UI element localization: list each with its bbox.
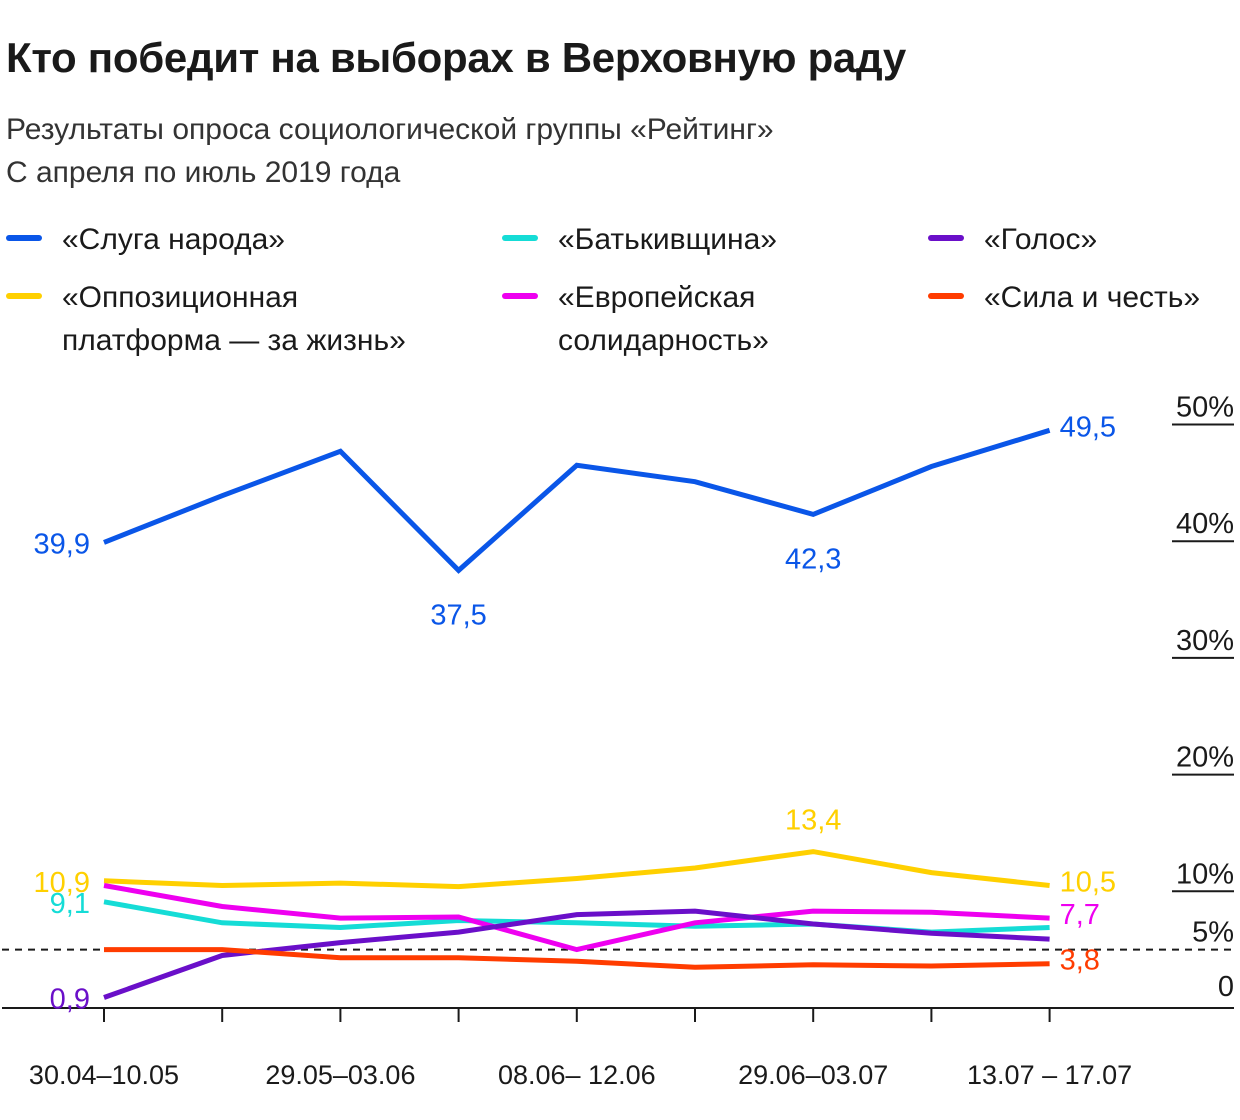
y-tick-label: 0 [1218, 971, 1234, 1003]
data-label: 0,9 [50, 983, 90, 1015]
data-label: 37,5 [430, 599, 486, 631]
subtitle-period: С апреля по июль 2019 года [6, 156, 401, 189]
legend-swatch-opzzh [6, 293, 42, 299]
y-tick-label: 5% [1192, 917, 1234, 949]
legend-item-opzzh: «Оппозиционная платформа — за жизнь» [6, 276, 406, 362]
legend-swatch-es [502, 293, 538, 299]
data-label: 49,5 [1060, 411, 1116, 443]
legend-label-sluga-naroda: «Слуга народа» [62, 223, 285, 256]
legend-label-golos: «Голос» [984, 223, 1098, 256]
y-tick-label: 30% [1176, 625, 1234, 657]
legend-item-sila-i-chest: «Сила и честь» [928, 276, 1200, 319]
subtitle-source: Результаты опроса социологической группы… [6, 113, 774, 146]
y-tick-label: 20% [1176, 742, 1234, 774]
legend-label-es: «Европейская солидарность» [558, 281, 769, 357]
series-line-0 [103, 427, 1051, 574]
series-line-3 [103, 883, 1050, 953]
legend-item-es: «Европейская солидарность» [502, 276, 769, 362]
y-tick-label: 40% [1176, 508, 1234, 540]
legend-label-opzzh: «Оппозиционная платформа — за жизнь» [62, 281, 406, 357]
x-tick-label: 08.06– 12.06 [498, 1060, 656, 1090]
chart-title: Кто победит на выборах в Верховную раду [6, 34, 906, 81]
series-line-1 [103, 849, 1050, 890]
x-tick-label: 13.07 – 17.07 [967, 1060, 1132, 1090]
data-label: 13,4 [785, 805, 841, 837]
series-line-5 [104, 947, 1050, 970]
legend-item-sluga-naroda: «Слуга народа» [6, 218, 285, 261]
x-tick-label: 30.04–10.05 [29, 1060, 179, 1090]
x-tick-label: 29.06–03.07 [738, 1060, 888, 1090]
y-tick-label: 50% [1176, 392, 1234, 424]
legend-label-sila-i-chest: «Сила и честь» [984, 281, 1201, 314]
legend-item-batkivshchina: «Батькивщина» [502, 218, 777, 261]
chart-subtitle: Результаты опроса социологической группы… [6, 108, 774, 194]
data-label: 42,3 [785, 543, 841, 575]
data-label: 39,9 [34, 528, 90, 560]
data-label: 7,7 [1060, 899, 1100, 931]
legend-swatch-sila-i-chest [928, 293, 964, 299]
legend-item-golos: «Голос» [928, 218, 1097, 261]
legend-swatch-batkivshchina [502, 235, 538, 241]
x-tick-label: 29.05–03.06 [265, 1060, 415, 1090]
data-label: 10,9 [34, 867, 90, 899]
data-label: 10,5 [1060, 866, 1116, 898]
legend-swatch-sluga-naroda [6, 235, 42, 241]
data-label: 3,8 [1060, 945, 1100, 977]
legend-swatch-golos [928, 235, 964, 241]
legend-label-batkivshchina: «Батькивщина» [558, 223, 777, 256]
data-label: 9,1 [50, 888, 90, 920]
y-tick-label: 10% [1176, 858, 1234, 890]
